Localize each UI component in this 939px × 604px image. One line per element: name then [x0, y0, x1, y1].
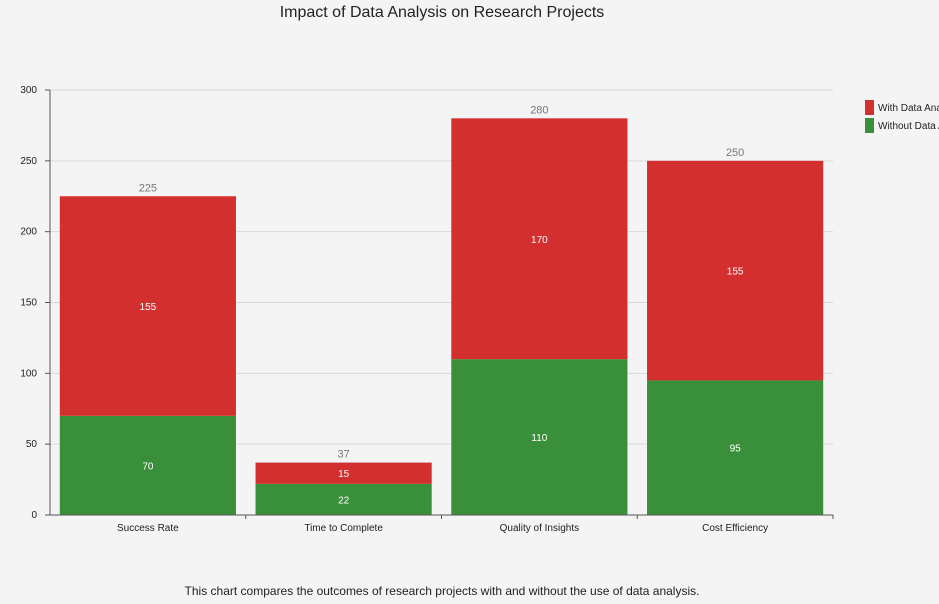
legend-swatch [865, 100, 874, 115]
y-tick-label: 250 [20, 156, 37, 167]
segment-value-label: 70 [142, 461, 154, 472]
y-tick-label: 200 [20, 227, 37, 238]
segment-value-label: 15 [338, 469, 350, 480]
bar-segment [255, 462, 432, 484]
chart-title: Impact of Data Analysis on Research Proj… [279, 4, 605, 21]
segment-value-label: 155 [140, 302, 157, 313]
y-tick-label: 50 [26, 439, 38, 450]
bar-segment [255, 483, 432, 515]
segment-value-label: 155 [727, 267, 744, 278]
segment-value-label: 170 [531, 235, 548, 246]
bar-segment [451, 118, 628, 360]
bars: 70 155 225 22 15 37 110 170 280 95 155 250 [59, 104, 824, 515]
bar-segment [647, 380, 824, 515]
bar-segment [59, 415, 236, 515]
x-category-label: Time to Complete [304, 523, 383, 534]
legend: With Data Analysis Without Data Analysis [865, 100, 939, 133]
total-value-label: 37 [338, 449, 350, 461]
segment-value-label: 110 [531, 433, 547, 444]
axes: 0 50 100 150 200 250 300 Success Rate Time to Co… [20, 85, 834, 534]
legend-label: With Data Analysis [878, 103, 939, 114]
bar-segment [451, 359, 628, 515]
y-tick-label: 150 [20, 298, 37, 309]
segment-value-label: 22 [338, 495, 350, 506]
x-category-label: Cost Efficiency [702, 523, 768, 534]
chart-caption: This chart compares the outcomes of rese… [184, 584, 700, 598]
segment-value-label: 95 [730, 444, 742, 455]
legend-label: Without Data Analysis [878, 121, 939, 132]
y-tick-label: 100 [20, 368, 37, 379]
bar-segment [59, 196, 236, 416]
y-tick-label: 0 [31, 510, 37, 521]
total-value-label: 225 [139, 182, 157, 194]
total-value-label: 250 [726, 147, 744, 159]
y-tick-label: 300 [20, 85, 37, 96]
total-value-label: 280 [530, 104, 548, 116]
bar-segment [647, 160, 824, 381]
legend-swatch [865, 118, 874, 133]
x-category-label: Quality of Insights [500, 523, 579, 534]
x-category-label: Success Rate [117, 523, 179, 534]
